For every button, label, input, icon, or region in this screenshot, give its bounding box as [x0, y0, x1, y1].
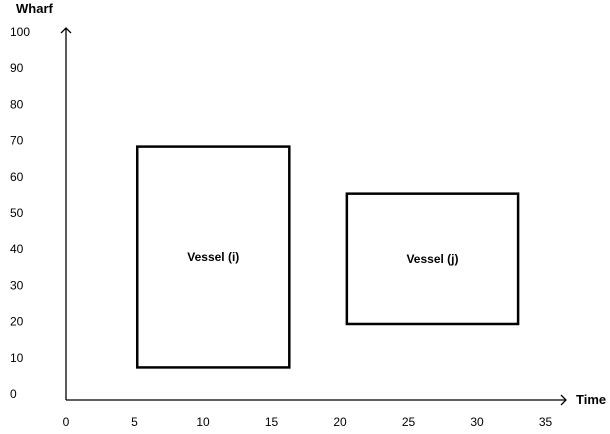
y-tick-label: 10 — [10, 351, 24, 365]
y-tick-label: 20 — [10, 315, 24, 329]
x-tick-label: 10 — [196, 415, 210, 429]
vessel-label: Vessel (j) — [406, 252, 458, 266]
y-tick-label: 0 — [10, 387, 17, 401]
x-tick-label: 35 — [539, 415, 553, 429]
y-tick-label: 90 — [10, 61, 24, 75]
y-axis-label: Wharf — [16, 1, 54, 16]
x-tick-label: 5 — [131, 415, 138, 429]
y-tick-label: 50 — [10, 206, 24, 220]
x-tick-label: 15 — [265, 415, 279, 429]
x-tick-labels: 0 5 10 15 20 25 30 35 — [63, 415, 553, 429]
y-tick-labels: 0 10 20 30 40 50 60 70 80 90 100 — [10, 25, 30, 401]
y-tick-label: 70 — [10, 134, 24, 148]
x-axis-label: Time — [576, 392, 606, 407]
x-tick-label: 30 — [470, 415, 484, 429]
y-tick-label: 40 — [10, 242, 24, 256]
y-tick-label: 80 — [10, 97, 24, 111]
axes — [66, 28, 566, 400]
y-tick-label: 60 — [10, 170, 24, 184]
vessel-label: Vessel (i) — [187, 250, 239, 264]
y-tick-label: 100 — [10, 25, 30, 39]
y-tick-label: 30 — [10, 278, 24, 292]
vessel-rectangles: Vessel (i) Vessel (j) — [137, 147, 518, 368]
x-tick-label: 20 — [333, 415, 347, 429]
x-tick-label: 0 — [63, 415, 70, 429]
x-tick-label: 25 — [402, 415, 416, 429]
